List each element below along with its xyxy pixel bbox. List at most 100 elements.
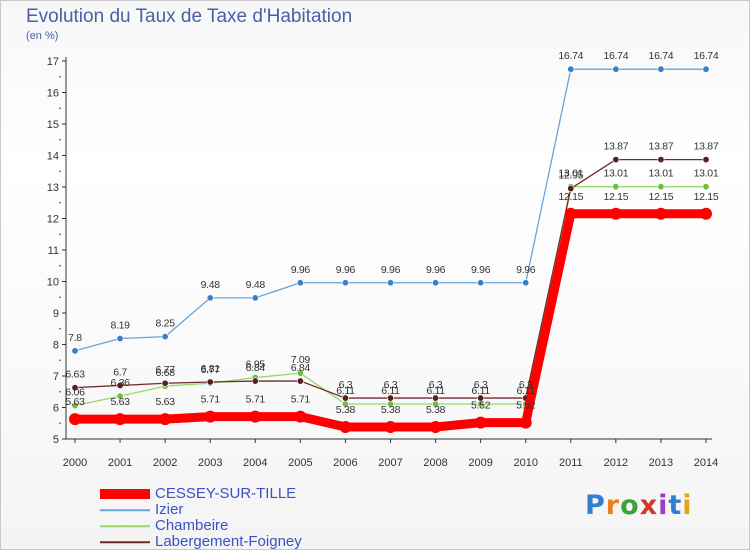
data-label: 9.96: [336, 264, 356, 276]
y-minor-tick: [59, 264, 61, 267]
data-point: [657, 183, 665, 191]
data-label: 13.01: [603, 168, 628, 180]
data-label: 5.63: [156, 396, 176, 408]
legend-swatch: [100, 525, 150, 527]
data-point: [71, 402, 79, 410]
x-tick-label: 2012: [604, 457, 628, 469]
data-label: 8.19: [110, 320, 130, 332]
data-point: [567, 185, 575, 193]
logo-letter: x: [639, 490, 659, 521]
data-point: [71, 347, 79, 355]
data-point: [294, 410, 307, 423]
data-point: [657, 156, 665, 164]
y-tick-label: 9: [53, 308, 59, 320]
legend-swatch: [100, 541, 150, 543]
data-point: [116, 381, 124, 389]
logo-letter: r: [605, 490, 621, 521]
data-label: 16.74: [649, 50, 674, 62]
legend-label: Izier: [155, 501, 184, 518]
data-label: 6.81: [201, 363, 221, 375]
data-label: 9.96: [381, 264, 401, 276]
data-point: [702, 183, 710, 191]
legend-label: Labergement-Foigney: [155, 533, 302, 550]
y-minor-tick: [59, 170, 61, 173]
data-point: [341, 279, 349, 287]
y-minor-tick: [59, 422, 61, 425]
data-point: [116, 335, 124, 343]
data-label: 6.11: [516, 385, 535, 397]
data-label: 5.38: [336, 404, 356, 416]
y-tick-label: 16: [47, 88, 59, 100]
data-label: 12.15: [603, 191, 628, 203]
data-point: [341, 394, 349, 402]
axes: 5 6 7 8 9 10 11 12 13 14 15 16 17 2000 2001 2002 2003 200…: [47, 56, 718, 469]
data-label: 6.11: [381, 385, 400, 397]
data-label: 16.74: [603, 50, 628, 62]
data-label: 16.74: [558, 50, 583, 62]
x-tick-label: 2006: [333, 457, 357, 469]
data-label: 6.77: [156, 364, 176, 376]
y-tick-label: 5: [53, 434, 59, 446]
data-label: 9.48: [201, 279, 221, 291]
logo-letter: i: [658, 490, 669, 521]
logo-letter: o: [620, 490, 640, 521]
data-point: [609, 207, 622, 220]
data-point: [249, 410, 262, 423]
data-label: 9.96: [471, 264, 491, 276]
x-tick-label: 2000: [63, 457, 87, 469]
data-label: 9.96: [426, 264, 446, 276]
data-label: 6.11: [471, 385, 490, 397]
data-label: 5.38: [381, 404, 401, 416]
x-tick-label: 2011: [559, 457, 583, 469]
data-label: 6.11: [426, 385, 445, 397]
data-label: 5.38: [426, 404, 446, 416]
y-tick-label: 14: [47, 151, 59, 163]
y-tick-label: 11: [48, 245, 59, 257]
data-point: [612, 65, 620, 73]
x-tick-label: 2003: [198, 457, 222, 469]
data-label: 16.74: [694, 50, 719, 62]
data-point: [161, 379, 169, 387]
data-point: [206, 378, 214, 386]
data-label: 9.96: [516, 264, 536, 276]
data-point: [204, 410, 217, 423]
legend-label: CESSEY-SUR-TILLE: [155, 485, 297, 502]
data-label: 13.01: [558, 168, 583, 180]
data-label: 5.71: [246, 394, 266, 406]
data-point: [296, 377, 304, 385]
data-point: [69, 413, 81, 426]
logo-letter: i: [682, 490, 693, 521]
data-point: [657, 65, 665, 73]
data-label: 6.3: [474, 379, 488, 391]
y-tick-label: 17: [47, 56, 59, 68]
data-point: [386, 394, 394, 402]
data-label: 9.48: [246, 279, 266, 291]
data-label: 6.7: [113, 366, 127, 378]
y-tick-label: 6: [53, 403, 59, 415]
y-tick-label: 15: [47, 119, 59, 131]
data-label: 9.96: [291, 264, 311, 276]
data-label: 6.3: [384, 379, 398, 391]
data-point: [161, 333, 169, 341]
data-label: 6.36: [110, 377, 130, 389]
data-label: 6.77: [201, 364, 221, 376]
data-label: 6.68: [156, 367, 176, 379]
data-label: 13.87: [694, 141, 719, 153]
data-point: [612, 183, 620, 191]
data-label: 5.52: [516, 400, 536, 412]
y-minor-tick: [59, 75, 61, 78]
data-point: [296, 369, 304, 377]
y-minor-tick: [59, 201, 61, 204]
data-label: 12.15: [694, 191, 719, 203]
data-label: 7.09: [291, 354, 311, 366]
y-tick-label: 12: [47, 214, 59, 226]
y-minor-tick: [59, 107, 61, 110]
y-minor-tick: [59, 327, 61, 330]
data-labels: 5.63 5.63 5.63 5.71 5.71 5.71 5.38 5.38 5.38 5.52…: [65, 50, 719, 416]
x-tick-label: 2007: [378, 457, 402, 469]
data-point: [702, 156, 710, 164]
data-label: 5.71: [201, 394, 221, 406]
y-tick-label: 13: [47, 182, 59, 194]
legend-swatch: [100, 489, 150, 499]
